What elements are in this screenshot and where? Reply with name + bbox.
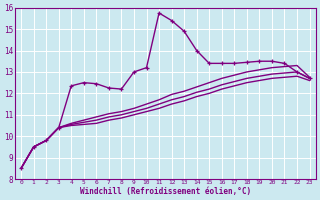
X-axis label: Windchill (Refroidissement éolien,°C): Windchill (Refroidissement éolien,°C) (80, 187, 251, 196)
